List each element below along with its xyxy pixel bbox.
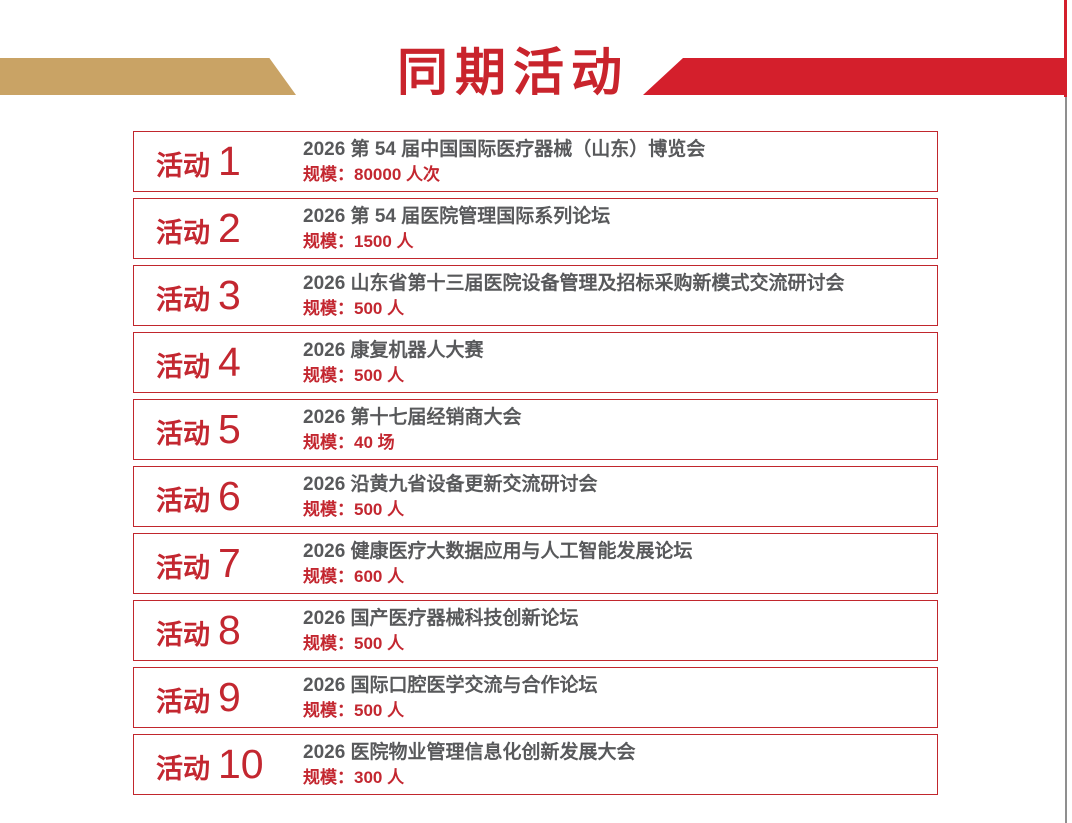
activity-row: 活动 1 2026 第 54 届中国国际医疗器械（山东）博览会 规模：80000… bbox=[133, 131, 938, 192]
activity-number: 7 bbox=[218, 539, 241, 586]
activity-label-text: 活动 bbox=[156, 150, 210, 181]
activity-title: 2026 第十七届经销商大会 bbox=[303, 407, 522, 428]
activity-scale-value: 500 人 bbox=[354, 366, 405, 385]
activity-title: 2026 健康医疗大数据应用与人工智能发展论坛 bbox=[303, 541, 693, 562]
activity-number: 10 bbox=[218, 740, 264, 787]
red-banner-shape bbox=[643, 58, 1064, 95]
activity-label-text: 活动 bbox=[156, 284, 210, 315]
activity-number: 4 bbox=[218, 338, 241, 385]
activity-content: 2026 第 54 届中国国际医疗器械（山东）博览会 规模：80000 人次 bbox=[303, 138, 705, 185]
activity-label: 活动 3 bbox=[134, 271, 303, 318]
page-edge-line-red bbox=[1064, 0, 1067, 97]
activity-scale-value: 500 人 bbox=[354, 701, 405, 720]
page-edge-line-gray bbox=[1065, 97, 1067, 823]
activity-scale-value: 300 人 bbox=[354, 768, 405, 787]
activity-scale: 规模：600 人 bbox=[303, 566, 693, 587]
activity-scale-label: 规模： bbox=[303, 567, 354, 586]
activity-title: 2026 第 54 届医院管理国际系列论坛 bbox=[303, 206, 611, 227]
activity-label-text: 活动 bbox=[156, 552, 210, 583]
activity-scale: 规模：500 人 bbox=[303, 499, 598, 520]
activity-scale-label: 规模： bbox=[303, 165, 354, 184]
activity-scale: 规模：1500 人 bbox=[303, 231, 610, 252]
activity-scale-value: 600 人 bbox=[354, 567, 405, 586]
activity-number: 3 bbox=[218, 271, 241, 318]
activity-number: 5 bbox=[218, 405, 241, 452]
activity-scale-value: 40 场 bbox=[354, 433, 395, 452]
activity-title: 2026 国产医疗器械科技创新论坛 bbox=[303, 608, 579, 629]
activity-scale: 规模：300 人 bbox=[303, 767, 636, 788]
activity-scale-label: 规模： bbox=[303, 232, 354, 251]
activity-row: 活动 4 2026 康复机器人大赛 规模：500 人 bbox=[133, 332, 938, 393]
activity-list: 活动 1 2026 第 54 届中国国际医疗器械（山东）博览会 规模：80000… bbox=[133, 131, 938, 801]
activity-title: 2026 国际口腔医学交流与合作论坛 bbox=[303, 675, 598, 696]
activity-label-text: 活动 bbox=[156, 753, 210, 784]
activity-row: 活动 8 2026 国产医疗器械科技创新论坛 规模：500 人 bbox=[133, 600, 938, 661]
activity-scale-value: 500 人 bbox=[354, 500, 405, 519]
activity-scale-label: 规模： bbox=[303, 366, 354, 385]
activity-label-text: 活动 bbox=[156, 686, 210, 717]
activity-label: 活动 9 bbox=[134, 673, 303, 720]
activity-scale-label: 规模： bbox=[303, 634, 354, 653]
activity-scale: 规模：500 人 bbox=[303, 298, 845, 319]
activity-scale: 规模：40 场 bbox=[303, 432, 522, 453]
activity-content: 2026 健康医疗大数据应用与人工智能发展论坛 规模：600 人 bbox=[303, 540, 693, 587]
activity-title: 2026 第 54 届中国国际医疗器械（山东）博览会 bbox=[303, 139, 706, 160]
activity-label: 活动 10 bbox=[134, 740, 303, 787]
activity-row: 活动 7 2026 健康医疗大数据应用与人工智能发展论坛 规模：600 人 bbox=[133, 533, 938, 594]
activity-number: 1 bbox=[218, 137, 241, 184]
activity-title: 2026 医院物业管理信息化创新发展大会 bbox=[303, 742, 636, 763]
activity-scale: 规模：80000 人次 bbox=[303, 164, 705, 185]
activity-scale-label: 规模： bbox=[303, 299, 354, 318]
activity-scale-value: 500 人 bbox=[354, 299, 405, 318]
activity-number: 9 bbox=[218, 673, 241, 720]
gold-banner-shape bbox=[0, 58, 296, 95]
activity-number: 8 bbox=[218, 606, 241, 653]
activity-content: 2026 沿黄九省设备更新交流研讨会 规模：500 人 bbox=[303, 473, 598, 520]
activity-scale-label: 规模： bbox=[303, 768, 354, 787]
activity-scale-value: 80000 人次 bbox=[354, 165, 440, 184]
activity-label: 活动 7 bbox=[134, 539, 303, 586]
activity-label: 活动 5 bbox=[134, 405, 303, 452]
activity-label-text: 活动 bbox=[156, 217, 210, 248]
activity-row: 活动 5 2026 第十七届经销商大会 规模：40 场 bbox=[133, 399, 938, 460]
activity-scale-value: 500 人 bbox=[354, 634, 405, 653]
activity-label-text: 活动 bbox=[156, 485, 210, 516]
activity-scale-value: 1500 人 bbox=[354, 232, 414, 251]
activity-content: 2026 国际口腔医学交流与合作论坛 规模：500 人 bbox=[303, 674, 598, 721]
activity-label: 活动 6 bbox=[134, 472, 303, 519]
activity-scale: 规模：500 人 bbox=[303, 365, 484, 386]
activity-label: 活动 2 bbox=[134, 204, 303, 251]
activity-scale-label: 规模： bbox=[303, 500, 354, 519]
activity-title: 2026 康复机器人大赛 bbox=[303, 340, 484, 361]
activity-content: 2026 第 54 届医院管理国际系列论坛 规模：1500 人 bbox=[303, 205, 610, 252]
activity-scale: 规模：500 人 bbox=[303, 633, 579, 654]
activity-scale-label: 规模： bbox=[303, 433, 354, 452]
activity-label-text: 活动 bbox=[156, 351, 210, 382]
activity-scale-label: 规模： bbox=[303, 701, 354, 720]
activity-number: 2 bbox=[218, 204, 241, 251]
activity-scale: 规模：500 人 bbox=[303, 700, 598, 721]
activity-label: 活动 1 bbox=[134, 137, 303, 184]
activity-content: 2026 康复机器人大赛 规模：500 人 bbox=[303, 339, 484, 386]
activity-title: 2026 山东省第十三届医院设备管理及招标采购新模式交流研讨会 bbox=[303, 273, 845, 294]
activity-content: 2026 国产医疗器械科技创新论坛 规模：500 人 bbox=[303, 607, 579, 654]
page-title: 同期活动 bbox=[396, 44, 629, 101]
activity-label-text: 活动 bbox=[156, 619, 210, 650]
activity-label: 活动 4 bbox=[134, 338, 303, 385]
activity-number: 6 bbox=[218, 472, 241, 519]
activity-content: 2026 医院物业管理信息化创新发展大会 规模：300 人 bbox=[303, 741, 636, 788]
activity-row: 活动 3 2026 山东省第十三届医院设备管理及招标采购新模式交流研讨会 规模：… bbox=[133, 265, 938, 326]
activity-row: 活动 10 2026 医院物业管理信息化创新发展大会 规模：300 人 bbox=[133, 734, 938, 795]
activity-content: 2026 第十七届经销商大会 规模：40 场 bbox=[303, 406, 522, 453]
activity-content: 2026 山东省第十三届医院设备管理及招标采购新模式交流研讨会 规模：500 人 bbox=[303, 272, 845, 319]
activity-title: 2026 沿黄九省设备更新交流研讨会 bbox=[303, 474, 598, 495]
activity-row: 活动 2 2026 第 54 届医院管理国际系列论坛 规模：1500 人 bbox=[133, 198, 938, 259]
activity-row: 活动 9 2026 国际口腔医学交流与合作论坛 规模：500 人 bbox=[133, 667, 938, 728]
activity-label-text: 活动 bbox=[156, 418, 210, 449]
activity-label: 活动 8 bbox=[134, 606, 303, 653]
activity-row: 活动 6 2026 沿黄九省设备更新交流研讨会 规模：500 人 bbox=[133, 466, 938, 527]
